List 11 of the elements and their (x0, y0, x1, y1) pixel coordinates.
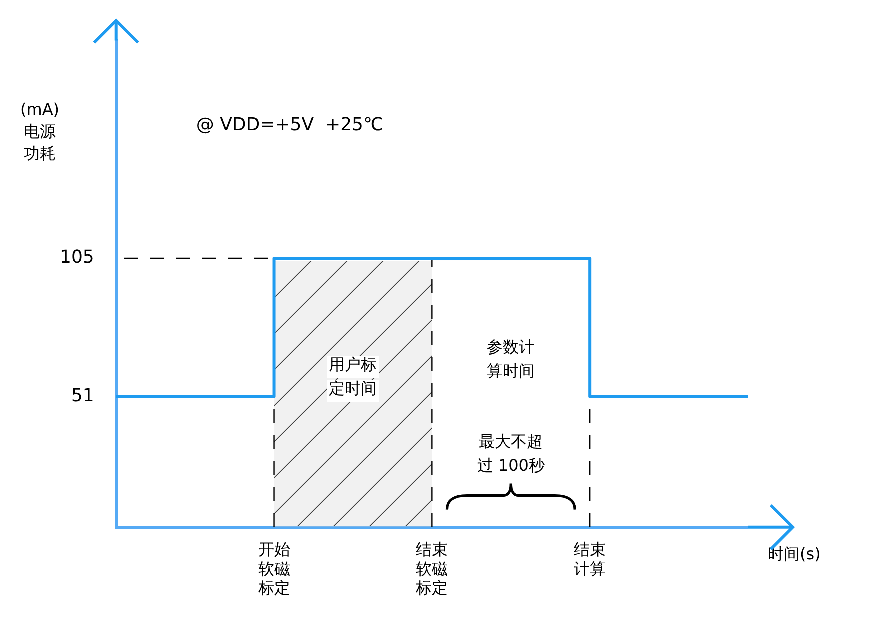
annotation: @ VDD=+5V +25℃ (196, 114, 384, 136)
x-tick-label: 开始软磁标定 (257, 540, 290, 598)
y-axis-title: (mA)电源功耗 (20, 100, 60, 163)
annotation: 最大不超过 100秒 (477, 432, 545, 476)
x-tick-label: 结束软磁标定 (415, 540, 448, 598)
y-tick-label: 105 (60, 247, 94, 268)
x-tick-label: 结束计算 (574, 540, 606, 578)
x-axis-title: 时间(s) (768, 544, 821, 564)
y-tick-label: 51 (71, 385, 94, 406)
band-label: 用户标定时间 (329, 355, 378, 398)
annotation: 参数计算时间 (487, 337, 536, 380)
